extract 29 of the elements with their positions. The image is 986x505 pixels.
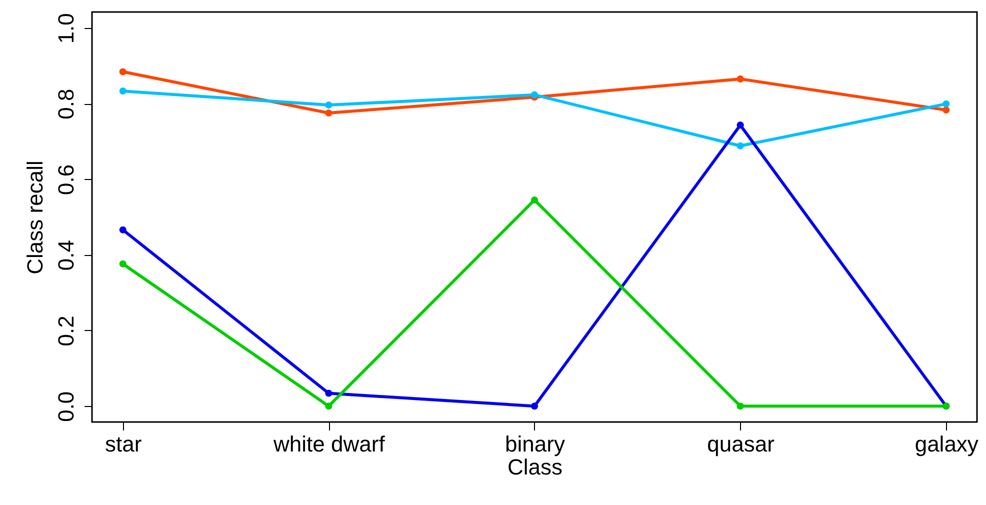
y-tick-label: 0.6 — [54, 164, 78, 195]
y-tick-label: 0.8 — [54, 88, 78, 120]
point — [530, 91, 538, 98]
y-tick-label: 0.0 — [54, 391, 78, 422]
point — [530, 196, 538, 204]
point — [119, 88, 126, 95]
point — [325, 109, 332, 117]
point — [942, 100, 950, 108]
point — [530, 402, 538, 410]
y-tick-label: 1.0 — [54, 13, 78, 44]
point — [119, 68, 126, 76]
x-tick-label: binary — [505, 432, 565, 456]
x-tick-label: star — [105, 432, 142, 456]
point — [325, 402, 332, 410]
x-tick-label: quasar — [707, 432, 774, 456]
y-tick-label: 0.2 — [54, 316, 78, 346]
point — [942, 106, 950, 114]
x-tick-label: galaxy — [914, 432, 978, 456]
point — [736, 402, 744, 410]
point — [325, 390, 332, 397]
y-tick-label: 0.4 — [54, 240, 78, 271]
point — [119, 260, 126, 268]
x-tick-label: white dwarf — [272, 432, 386, 456]
point — [325, 102, 332, 109]
point — [736, 122, 744, 129]
point — [119, 226, 126, 234]
y-axis-title: Class recall — [22, 160, 48, 274]
point — [736, 142, 744, 150]
point — [736, 75, 744, 82]
